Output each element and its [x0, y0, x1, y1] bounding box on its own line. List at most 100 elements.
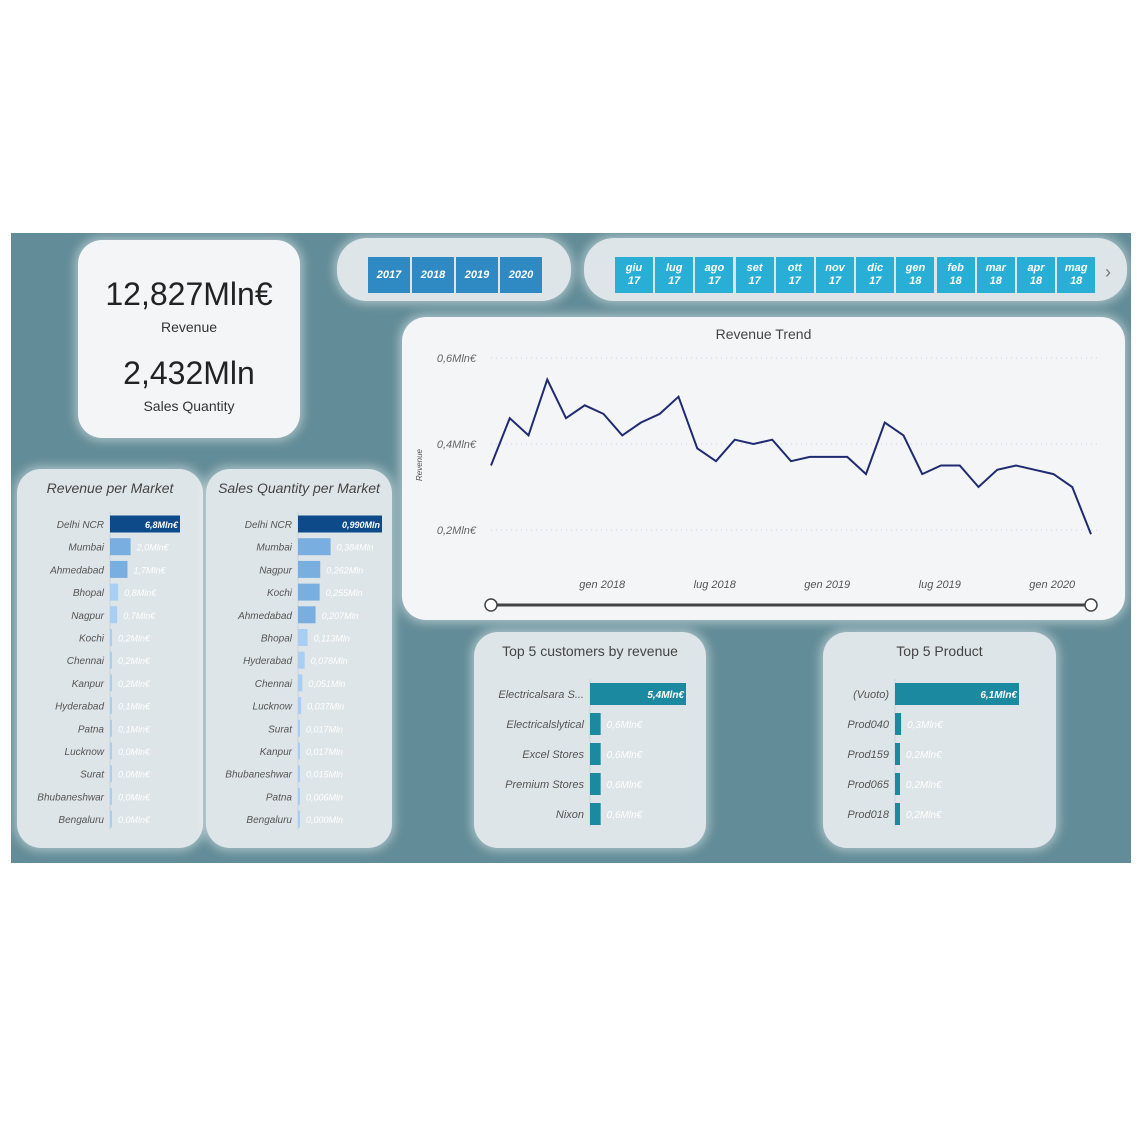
bar[interactable] — [110, 515, 180, 533]
data-label: 0,051Mln — [308, 679, 345, 689]
bar[interactable] — [298, 810, 300, 828]
data-label: 0,017Mln — [306, 747, 343, 757]
category-label: Bhubaneshwar — [37, 792, 104, 803]
bar[interactable] — [895, 713, 902, 735]
category-label: Chennai — [255, 679, 293, 690]
bar[interactable] — [895, 773, 900, 795]
bar[interactable] — [298, 538, 331, 556]
top-customers-title: Top 5 customers by revenue — [502, 643, 678, 659]
data-label: 0,2Mln€ — [118, 634, 151, 644]
y-axis-label: Revenue — [415, 448, 424, 481]
data-label: 0,6Mln€ — [607, 810, 643, 821]
bar[interactable] — [110, 583, 119, 601]
year-button-2017[interactable]: 2017 — [368, 257, 410, 293]
bar[interactable] — [110, 674, 113, 692]
month-label: nov — [825, 262, 845, 274]
bar[interactable] — [110, 606, 118, 624]
month-button-feb-18[interactable]: feb 18 — [936, 257, 975, 293]
bar[interactable] — [110, 765, 112, 783]
month-year-label: 17 — [828, 275, 842, 287]
month-button-set-17[interactable]: set 17 — [735, 257, 774, 293]
month-button-giu-17[interactable]: giu 17 — [615, 257, 653, 293]
category-label: Premium Stores — [505, 779, 584, 791]
month-label: mag — [1064, 262, 1088, 274]
month-label: apr — [1027, 262, 1045, 274]
bar[interactable] — [110, 787, 112, 805]
bar[interactable] — [298, 651, 305, 669]
bar[interactable] — [110, 810, 112, 828]
data-label: 0,6Mln€ — [607, 750, 643, 761]
bar[interactable] — [590, 713, 601, 735]
category-label: Delhi NCR — [245, 520, 292, 531]
bar[interactable] — [110, 651, 113, 669]
data-label: 0,113Mln — [314, 634, 350, 644]
bar[interactable] — [298, 765, 300, 783]
month-button-nov-17[interactable]: nov 17 — [816, 257, 854, 293]
month-button-ago-17[interactable]: ago 17 — [695, 257, 734, 293]
data-label: 5,4Mln€ — [647, 690, 684, 701]
bar[interactable] — [110, 697, 112, 715]
bar[interactable] — [895, 683, 1019, 705]
slider-end-handle[interactable] — [1084, 598, 1098, 612]
bar[interactable] — [298, 719, 300, 737]
data-label: 0,2Mln€ — [118, 656, 151, 666]
month-label: ott — [787, 262, 802, 274]
bar[interactable] — [298, 629, 308, 646]
quantity-kpi-label: Sales Quantity — [143, 398, 235, 414]
month-year-label: 18 — [1029, 275, 1043, 287]
bar[interactable] — [298, 787, 300, 805]
bar[interactable] — [298, 583, 320, 601]
month-year-label: 18 — [949, 275, 962, 287]
month-label: set — [746, 262, 763, 274]
bar[interactable] — [110, 742, 112, 760]
bar[interactable] — [298, 674, 303, 692]
category-label: Kochi — [79, 634, 105, 645]
bar[interactable] — [110, 629, 113, 646]
revenue-kpi-label: Revenue — [160, 319, 218, 335]
data-label: 0,2Mln€ — [906, 780, 942, 791]
category-label: Nagpur — [259, 565, 292, 576]
data-label: 1,7Mln€ — [134, 565, 167, 575]
category-label: Lucknow — [253, 702, 293, 713]
bar[interactable] — [298, 697, 302, 715]
year-button-2020[interactable]: 2020 — [500, 257, 542, 293]
bar[interactable] — [298, 606, 316, 624]
chevron-right-icon[interactable]: › — [1105, 262, 1111, 282]
data-label: 0,8Mln€ — [124, 588, 157, 598]
x-tick-label: gen 2018 — [579, 579, 626, 591]
data-label: 0,262Mln — [326, 565, 363, 575]
month-button-ott-17[interactable]: ott 17 — [775, 257, 814, 293]
year-button-2019[interactable]: 2019 — [456, 257, 498, 293]
data-label: 6,1Mln€ — [980, 690, 1017, 701]
month-year-label: 17 — [788, 275, 801, 287]
bar[interactable] — [110, 538, 131, 556]
data-label: 0,384Mln — [337, 543, 374, 553]
slider-start-handle[interactable] — [484, 598, 498, 612]
year-button-2018[interactable]: 2018 — [412, 257, 454, 293]
quantity-kpi-value: 2,432Mln — [123, 355, 255, 391]
bar[interactable] — [298, 560, 321, 578]
data-label: 0,0Mln€ — [118, 770, 151, 780]
bar[interactable] — [298, 742, 300, 760]
category-label: Bengaluru — [58, 815, 104, 826]
bar[interactable] — [895, 803, 900, 825]
bar[interactable] — [590, 743, 601, 765]
month-button-mag-18[interactable]: mag 18 — [1057, 257, 1096, 293]
bar[interactable] — [590, 683, 686, 705]
month-button-lug-17[interactable]: lug 17 — [655, 257, 694, 293]
category-label: Surat — [268, 724, 293, 735]
month-button-apr-18[interactable]: apr 18 — [1017, 257, 1055, 293]
bar[interactable] — [590, 773, 601, 795]
bar[interactable] — [110, 719, 112, 737]
data-label: 0,255Mln — [326, 588, 363, 598]
bar[interactable] — [298, 515, 382, 533]
data-label: 0,2Mln€ — [906, 810, 942, 821]
revenue-trend-card: Revenue Trend 0,6Mln€ 0,4Mln€ 0,2Mln€ Reven… — [402, 317, 1125, 620]
bar[interactable] — [110, 560, 128, 578]
bar[interactable] — [895, 743, 900, 765]
month-button-gen-18[interactable]: gen 18 — [896, 257, 935, 293]
month-button-dic-17[interactable]: dic 17 — [856, 257, 895, 293]
bar[interactable] — [590, 803, 601, 825]
month-button-mar-18[interactable]: mar 18 — [976, 257, 1015, 293]
revenue-per-market-title: Revenue per Market — [46, 480, 174, 496]
